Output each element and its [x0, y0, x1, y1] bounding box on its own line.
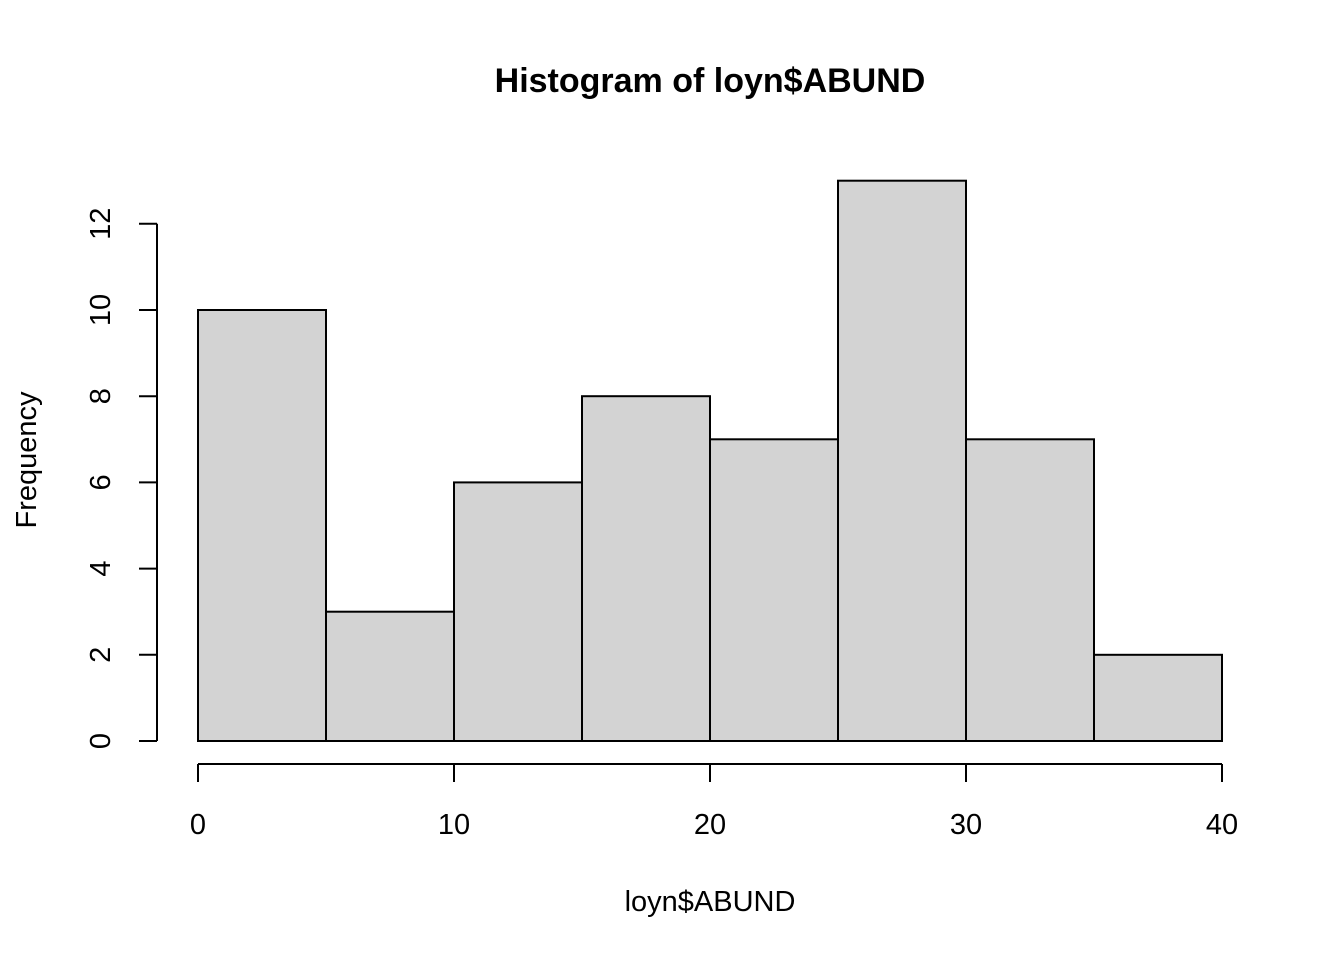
histogram-bar — [837, 179, 967, 742]
y-tick-label: 2 — [85, 647, 117, 663]
x-axis-label: loyn$ABUND — [625, 886, 796, 918]
x-tick-label: 20 — [694, 809, 726, 841]
y-axis: 0 2 4 6 8 10 12 — [85, 208, 158, 749]
y-tick-label: 0 — [85, 733, 117, 749]
y-tick-label: 4 — [85, 561, 117, 577]
histogram-bar — [453, 481, 583, 742]
histogram-bar — [581, 395, 711, 742]
y-axis-label: Frequency — [11, 391, 43, 529]
y-tick-label: 8 — [85, 388, 117, 404]
x-tick-label: 40 — [1206, 809, 1238, 841]
x-axis: 0 10 20 30 40 — [190, 763, 1238, 841]
x-tick-label: 30 — [950, 809, 982, 841]
histogram-bar — [965, 438, 1095, 742]
histogram-bar — [197, 309, 327, 742]
y-tick-label: 6 — [85, 474, 117, 490]
chart-title: Histogram of loyn$ABUND — [495, 62, 926, 100]
y-tick-label: 10 — [85, 294, 117, 326]
x-tick-label: 0 — [190, 809, 206, 841]
histogram-bar — [1093, 653, 1223, 742]
histogram-bar — [709, 438, 839, 742]
histogram-bar — [325, 610, 455, 743]
x-tick-label: 10 — [438, 809, 470, 841]
bars-group — [197, 179, 1223, 743]
y-tick-label: 12 — [85, 208, 117, 240]
